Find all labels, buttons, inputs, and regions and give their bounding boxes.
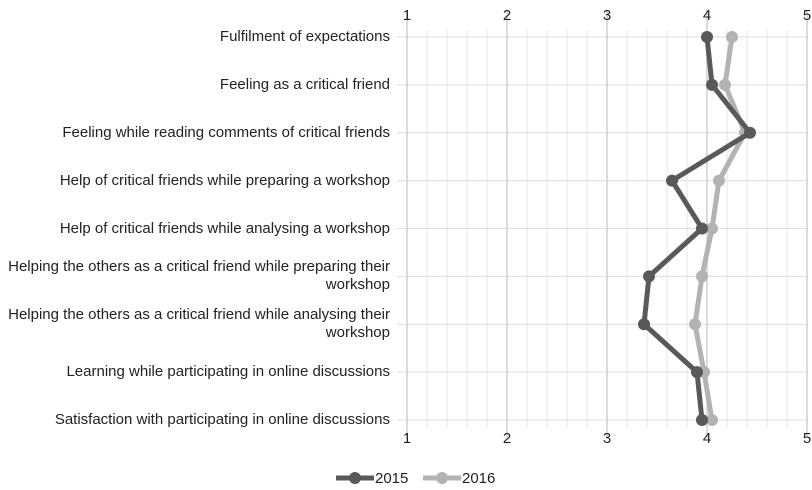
marker bbox=[706, 78, 718, 91]
category-label: Feeling as a critical friend bbox=[219, 75, 390, 93]
category-label: Learning while participating in online d… bbox=[66, 363, 390, 381]
marker bbox=[638, 318, 650, 331]
marker bbox=[713, 174, 725, 187]
x-tick-label-top: 5 bbox=[803, 7, 811, 24]
legend-marker bbox=[349, 472, 361, 484]
marker bbox=[691, 366, 703, 379]
marker bbox=[744, 126, 756, 139]
legend-marker bbox=[436, 472, 448, 484]
legend-label: 2016 bbox=[462, 470, 495, 487]
marker bbox=[696, 414, 708, 426]
x-tick-label-top: 1 bbox=[403, 7, 411, 24]
category-label: Satisfaction with participating in onlin… bbox=[54, 411, 390, 428]
marker bbox=[696, 270, 708, 283]
category-label: Help of critical friends while preparing… bbox=[59, 171, 390, 189]
x-tick-label-top: 4 bbox=[703, 7, 711, 24]
marker bbox=[706, 414, 718, 426]
x-tick-label-bottom: 2 bbox=[503, 430, 511, 447]
marker bbox=[696, 222, 708, 235]
marker bbox=[719, 78, 731, 91]
category-label: Feeling while reading comments of critic… bbox=[62, 123, 390, 141]
legend-label: 2015 bbox=[375, 470, 408, 487]
marker bbox=[706, 222, 718, 235]
x-tick-label-bottom: 4 bbox=[703, 430, 711, 447]
x-tick-label-bottom: 5 bbox=[803, 430, 811, 447]
marker bbox=[689, 318, 701, 331]
marker bbox=[666, 174, 678, 187]
x-tick-label-top: 2 bbox=[503, 7, 511, 24]
x-tick-label-top: 3 bbox=[603, 7, 611, 24]
x-tick-label-bottom: 1 bbox=[403, 430, 411, 447]
category-label: Fulfilment of expectations bbox=[219, 28, 390, 45]
category-label: Help of critical friends while analysing… bbox=[59, 219, 390, 237]
marker bbox=[643, 270, 655, 283]
category-label: Helping the others as a critical friend … bbox=[8, 258, 390, 294]
x-tick-label-bottom: 3 bbox=[603, 430, 611, 447]
marker bbox=[701, 31, 713, 43]
category-label: Helping the others as a critical friend … bbox=[8, 306, 390, 342]
marker bbox=[726, 31, 738, 43]
